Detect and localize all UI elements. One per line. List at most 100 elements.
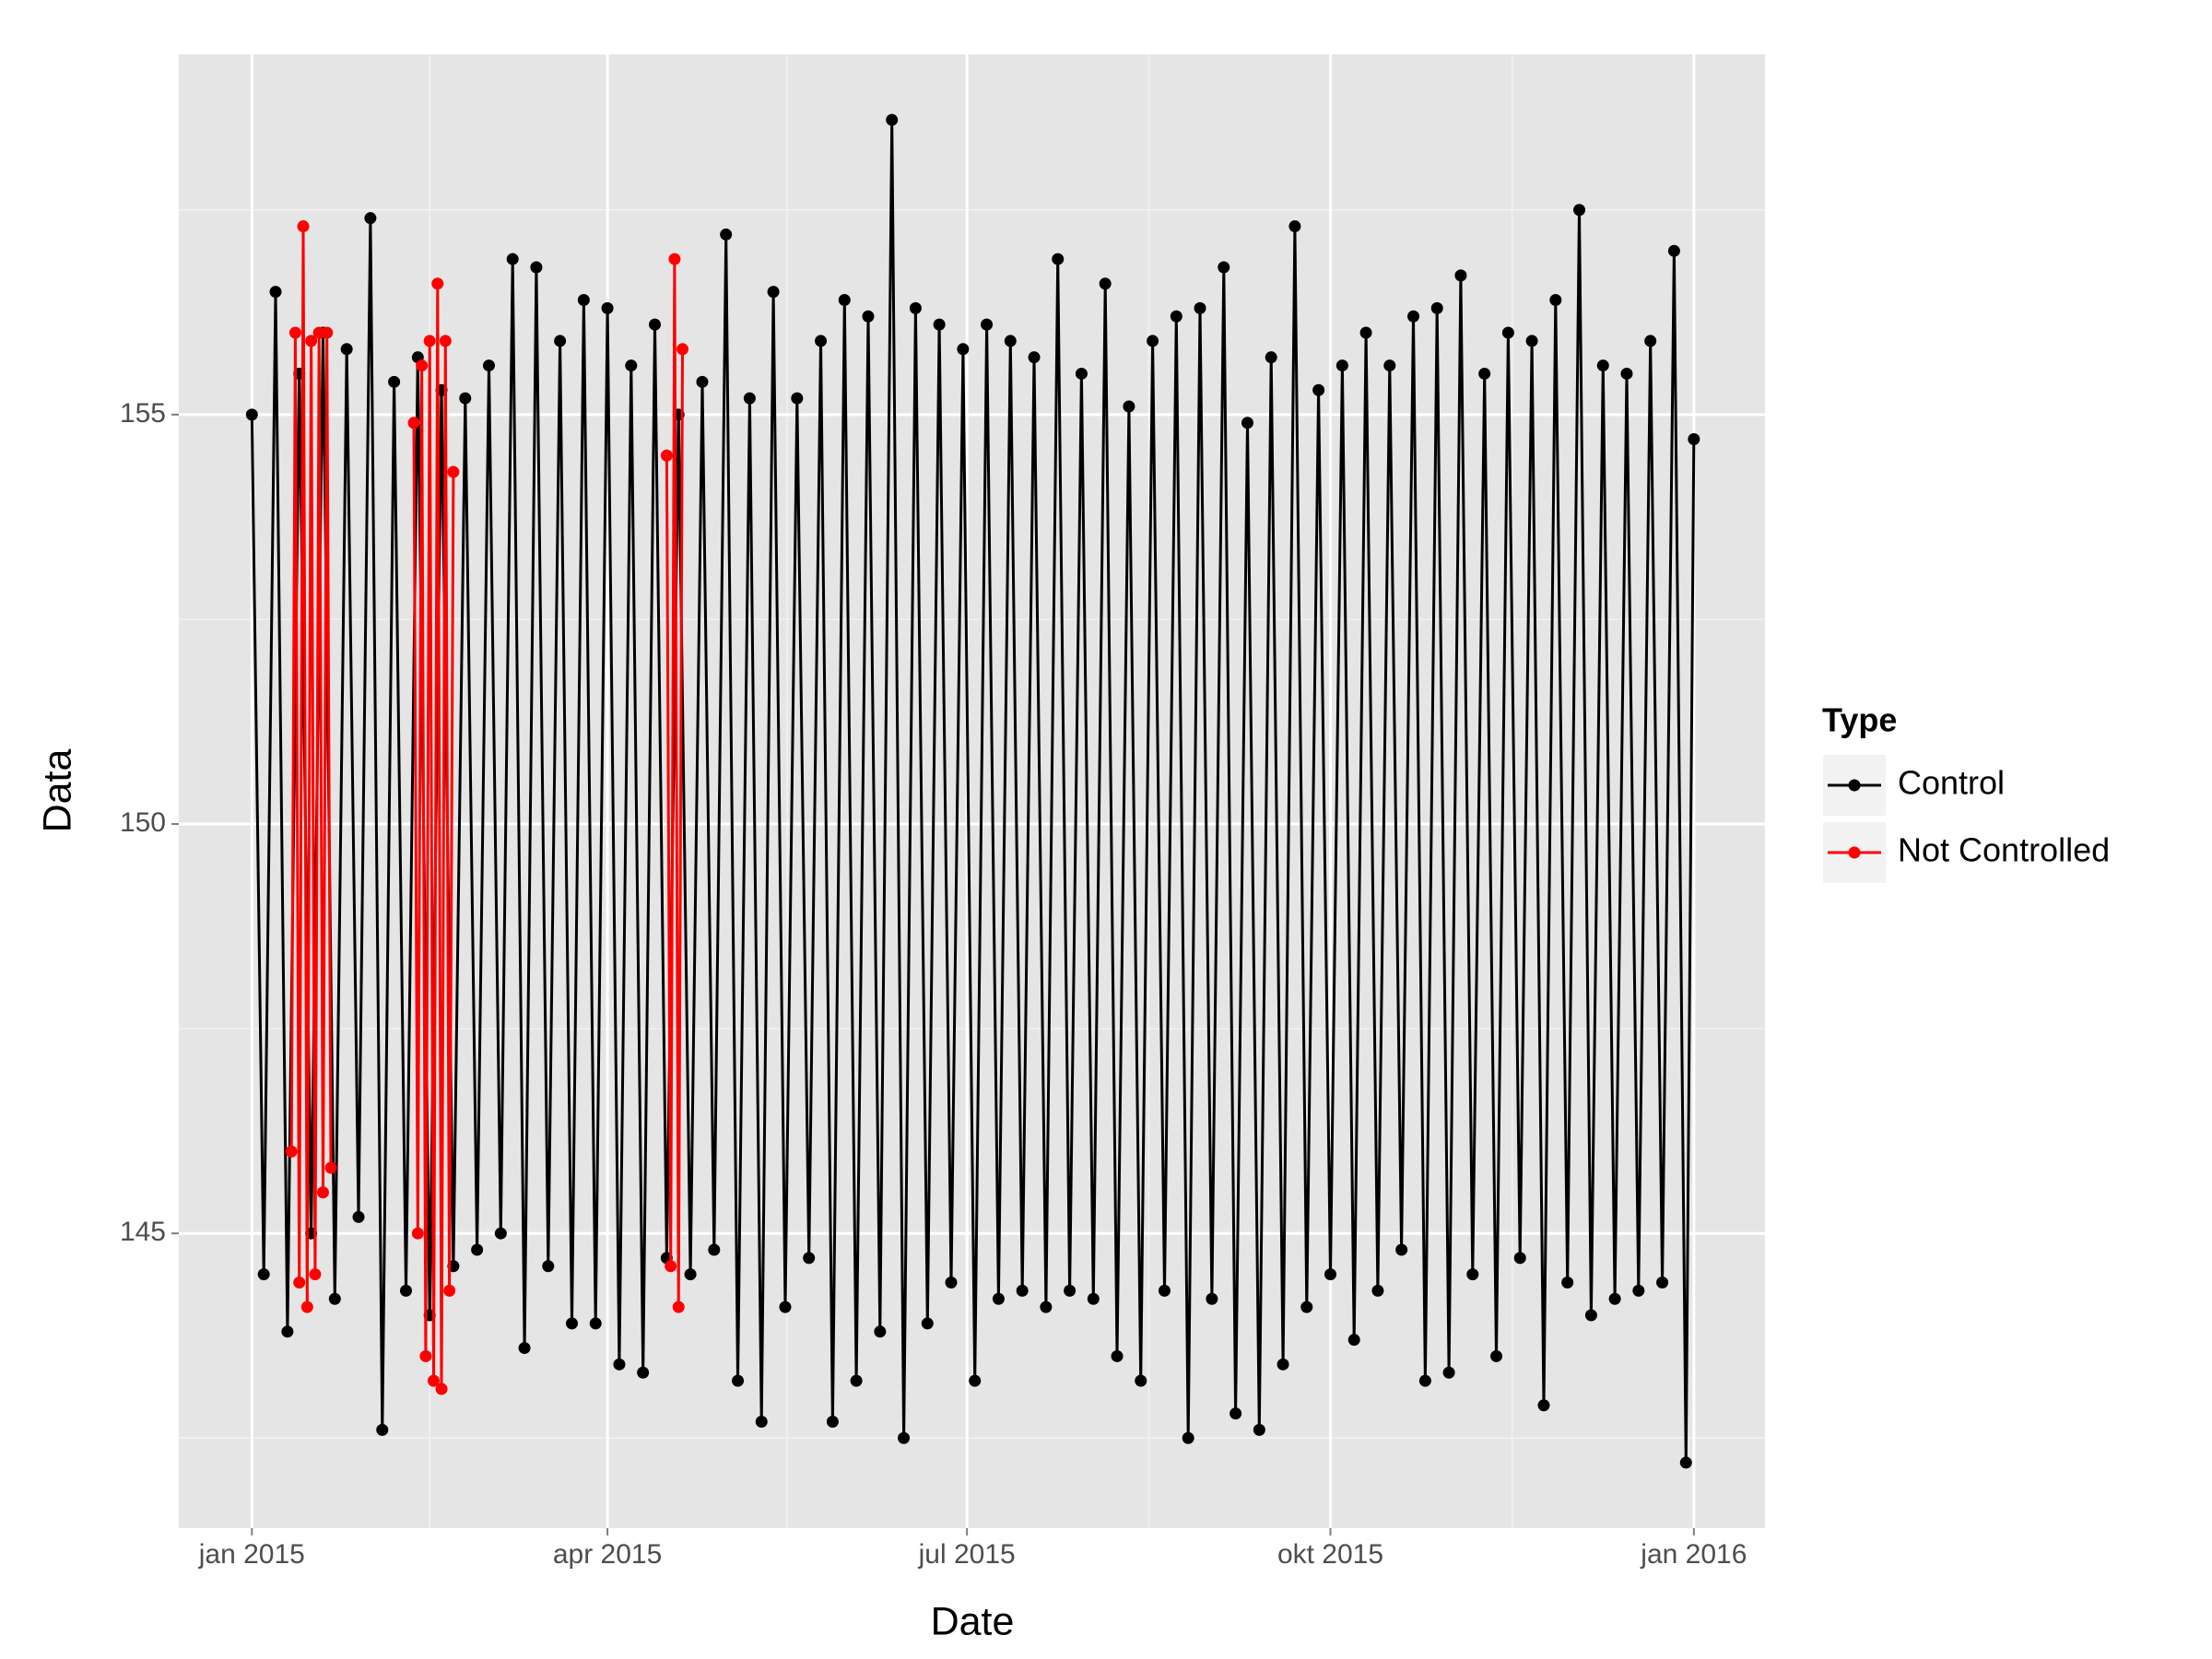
data-point [1501,326,1514,339]
data-point [589,1317,602,1330]
data-point [1111,1349,1124,1362]
data-point [447,465,460,478]
data-point [288,326,301,339]
data-point [1383,359,1396,372]
data-point [981,318,994,331]
data-point [696,375,709,388]
data-point [826,1416,839,1429]
data-point [309,1268,322,1281]
data-point [1573,204,1586,217]
data-point [625,359,638,372]
data-point [482,359,495,372]
data-point [1324,1268,1336,1281]
legend-label: Control [1898,764,2005,802]
data-point [613,1358,626,1371]
data-point [1359,326,1372,339]
data-point [1549,294,1562,306]
data-point [530,261,543,274]
data-point [1584,1309,1597,1322]
data-point [1099,277,1112,290]
data-point [1371,1284,1384,1297]
data-point [672,1300,685,1313]
data-point [862,310,875,323]
data-point [1561,1277,1574,1288]
data-point [838,294,851,306]
data-point [1620,367,1633,380]
data-point [637,1366,650,1379]
data-point [471,1243,484,1256]
data-point [668,253,681,265]
data-point [416,359,429,372]
data-point [1418,1374,1431,1387]
data-point [1644,335,1657,347]
data-point [494,1227,507,1240]
data-point [1265,351,1277,364]
data-point [1525,335,1538,347]
data-point [506,253,519,265]
data-point [1004,335,1017,347]
data-point [340,343,353,356]
data-point [1147,335,1159,347]
data-point [577,294,590,306]
data-point [969,1374,982,1387]
data-point [850,1374,863,1387]
data-point [411,1227,424,1240]
data-point [435,1382,448,1395]
data-point [423,335,436,347]
data-point [1135,1374,1147,1387]
data-point [1040,1300,1053,1313]
data-point [399,1284,412,1297]
data-point [874,1325,887,1338]
data-point [364,212,377,225]
legend: Type Control Not Controlled [1821,701,2110,885]
data-point [684,1268,697,1281]
data-point [803,1252,816,1265]
data-point [1608,1292,1621,1305]
data-point [886,113,899,126]
data-point [1513,1252,1526,1265]
data-point [1454,269,1467,282]
data-point [1288,220,1301,233]
data-point [297,220,310,233]
x-tick-label: jan 2015 [198,1539,305,1570]
data-point [554,335,567,347]
y-tick-label: 150 [120,807,166,838]
data-point [1300,1300,1313,1313]
data-point [665,1260,677,1273]
x-axis-title: Date [931,1599,1015,1643]
data-point [293,1277,306,1288]
x-tick-label: okt 2015 [1277,1539,1383,1570]
data-point [328,1292,341,1305]
data-point [1075,367,1088,380]
data-point [909,301,922,314]
data-point [1312,383,1325,396]
legend-label: Not Controlled [1898,831,2110,869]
data-point [1656,1277,1669,1288]
data-point [1442,1366,1455,1379]
x-tick-label: apr 2015 [553,1539,662,1570]
data-point [898,1431,911,1444]
data-point [1490,1349,1503,1362]
data-point [269,286,282,299]
data-point [1407,310,1420,323]
y-tick-label: 155 [120,398,166,429]
data-point [376,1423,389,1436]
data-point [1253,1423,1265,1436]
data-point [300,1300,313,1313]
data-point [992,1292,1005,1305]
data-point [708,1243,721,1256]
data-point [815,335,828,347]
data-point [649,318,662,331]
data-point [1688,433,1700,446]
data-point [779,1300,792,1313]
data-point [660,449,673,462]
data-point [1206,1292,1218,1305]
data-point [1087,1292,1100,1305]
data-point [1218,261,1230,274]
data-point [518,1342,531,1355]
data-point [1395,1243,1408,1256]
data-point [957,343,970,356]
data-point [352,1210,365,1223]
data-point [720,228,733,241]
